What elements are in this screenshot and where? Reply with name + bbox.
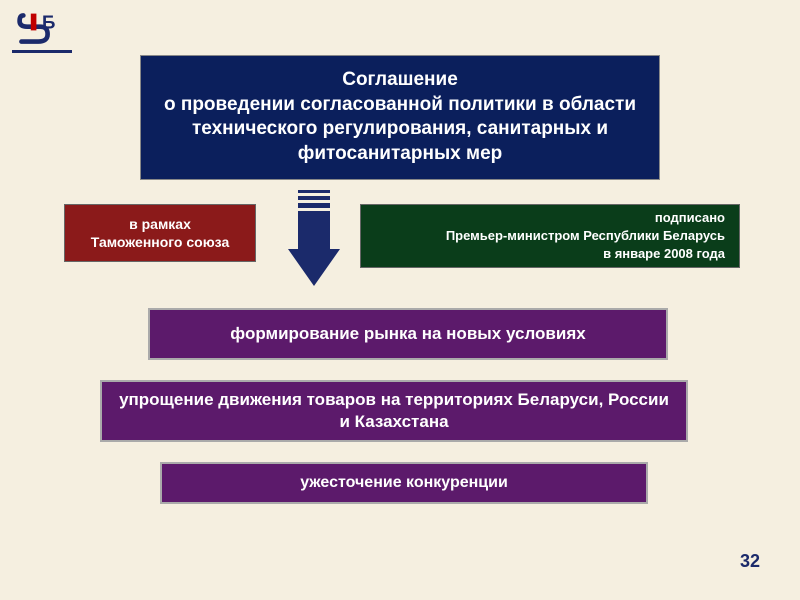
down-arrow-icon — [284, 190, 344, 290]
red-box: в рамках Таможенного союза — [64, 204, 256, 262]
green-line2: Премьер-министром Республики Беларусь — [375, 227, 725, 245]
logo-icon: Б — [12, 8, 72, 53]
green-box: подписано Премьер-министром Республики Б… — [360, 204, 740, 268]
svg-text:Б: Б — [42, 12, 55, 33]
title-line2: о проведении согласованной политики в об… — [159, 93, 641, 167]
red-line2: Таможенного союза — [91, 233, 229, 251]
title-box: Соглашение о проведении согласованной по… — [140, 55, 660, 180]
purple-text-3: ужесточение конкуренции — [300, 473, 508, 494]
purple-text-1: формирование рынка на новых условиях — [230, 323, 585, 345]
purple-box-1: формирование рынка на новых условиях — [148, 308, 668, 360]
purple-box-3: ужесточение конкуренции — [160, 462, 648, 504]
purple-box-2: упрощение движения товаров на территория… — [100, 380, 688, 442]
purple-text-2: упрощение движения товаров на территория… — [118, 389, 670, 433]
red-line1: в рамках — [91, 215, 229, 233]
title-line1: Соглашение — [159, 68, 641, 93]
page-number: 32 — [740, 551, 760, 572]
green-line1: подписано — [375, 209, 725, 227]
green-line3: в январе 2008 года — [375, 245, 725, 263]
